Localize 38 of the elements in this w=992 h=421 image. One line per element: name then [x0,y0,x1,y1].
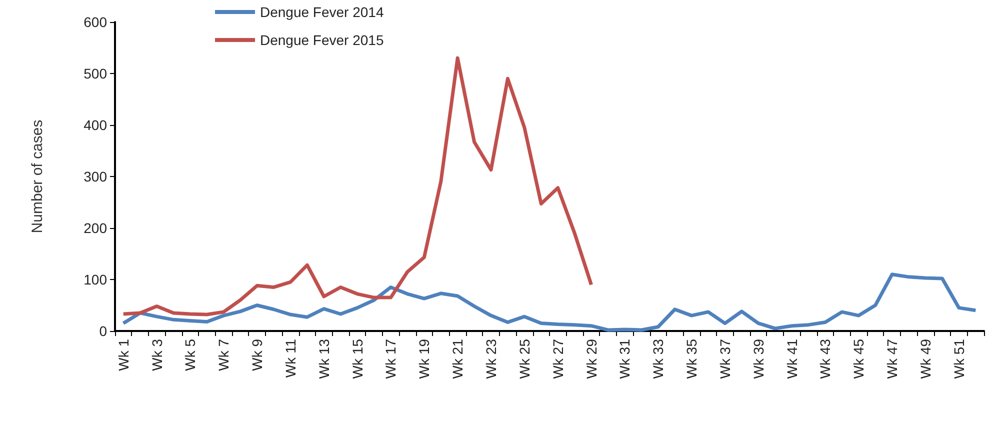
x-tick-label: Wk 29 [583,338,600,379]
x-tick-label: Wk 27 [550,338,566,379]
y-tick-label: 0 [99,323,108,339]
x-tick-label: Wk 39 [750,338,766,379]
y-tick-label: 100 [84,272,108,288]
x-tick-label: Wk 25 [516,338,532,379]
x-tick-label: Wk 35 [684,338,700,379]
x-tick-label: Wk 3 [148,338,165,371]
x-tick-label: Wk 45 [850,338,867,379]
x-tick-label: Wk 7 [216,338,232,371]
line-series [122,56,594,316]
legend-label: Dengue Fever 2015 [260,32,384,48]
x-tick-label: Wk 1 [115,338,132,371]
y-tick-label: 400 [84,117,108,133]
x-tick-label: Wk 13 [316,338,332,379]
y-tick-label: 200 [84,220,108,236]
x-tick-label: Wk 21 [450,338,466,379]
x-tick-label: Wk 9 [249,338,266,371]
x-tick-label: Wk 19 [416,338,432,379]
x-tick-label: Wk 23 [483,338,500,379]
y-tick-label: 300 [84,168,108,184]
x-tick-label: Wk 51 [950,338,967,379]
legend-label: Dengue Fever 2014 [260,4,384,20]
x-tick-label: Wk 49 [918,338,934,379]
x-tick-label: Wk 31 [616,338,633,379]
x-tick-label: Wk 41 [784,338,800,379]
x-tick-label: Wk 15 [349,338,366,379]
y-tick-label: 500 [84,66,108,82]
x-tick-label: Wk 33 [650,338,666,379]
x-tick-label: Wk 11 [282,338,298,378]
x-tick-label: Wk 5 [182,338,198,371]
y-axis-title: Number of cases [29,120,46,234]
x-tick-label: Wk 37 [716,338,733,379]
line-series [122,272,978,332]
x-tick-label: Wk 47 [884,338,900,379]
y-tick-label: 600 [84,14,108,30]
x-tick-label: Wk 17 [382,338,399,379]
x-tick-label: Wk 43 [817,338,834,379]
